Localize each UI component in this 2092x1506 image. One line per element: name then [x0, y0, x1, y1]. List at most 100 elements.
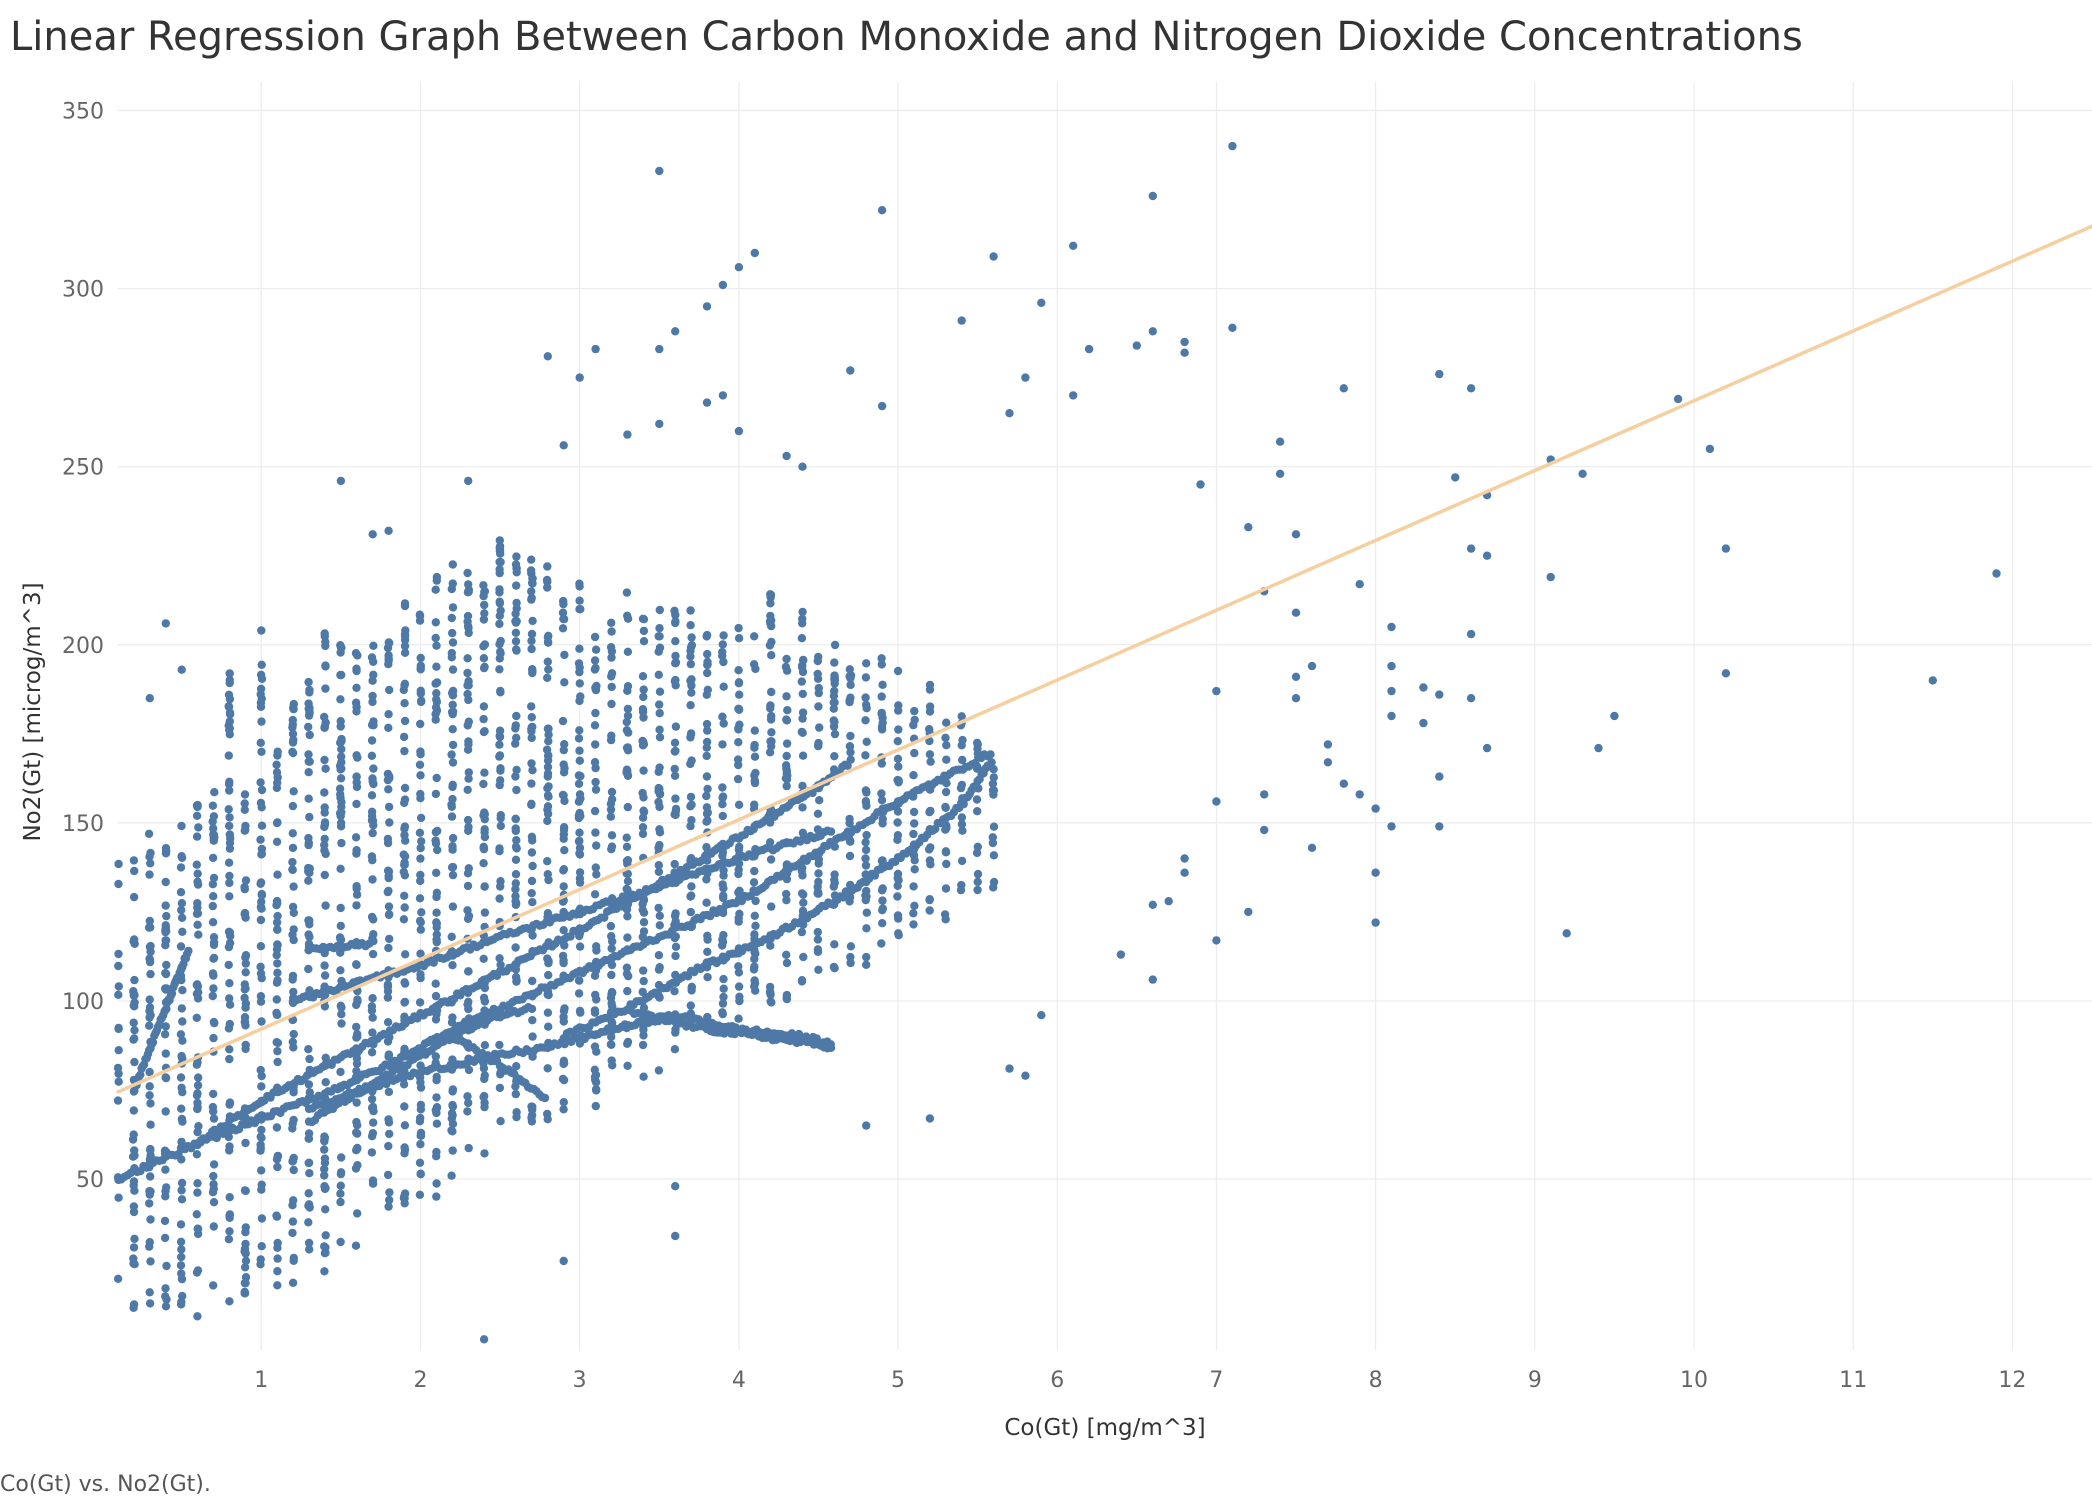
data-point	[176, 863, 186, 872]
data-point	[703, 726, 712, 735]
data-point	[973, 885, 982, 895]
data-point	[193, 1104, 202, 1114]
data-point	[1275, 469, 1285, 478]
data-point	[511, 721, 520, 730]
data-point	[623, 912, 632, 921]
data-point	[416, 1113, 425, 1123]
data-point	[797, 677, 806, 686]
data-point	[431, 1052, 440, 1061]
data-point	[192, 1150, 202, 1159]
data-point	[273, 1281, 282, 1290]
data-point	[463, 568, 472, 578]
data-point	[877, 886, 887, 895]
data-point	[845, 696, 854, 705]
data-point	[368, 691, 377, 701]
data-point	[1482, 551, 1492, 560]
data-point	[273, 1151, 283, 1161]
data-point	[1339, 384, 1349, 393]
data-point	[591, 763, 600, 773]
data-point	[527, 876, 537, 886]
data-point	[702, 817, 711, 826]
data-point	[177, 899, 187, 908]
data-point	[607, 627, 616, 636]
data-point	[877, 709, 886, 719]
data-point	[703, 808, 712, 817]
data-point	[273, 1038, 283, 1048]
data-point	[448, 870, 458, 880]
data-point	[1005, 409, 1014, 418]
data-point	[480, 768, 489, 777]
data-point	[257, 821, 267, 830]
data-point	[671, 942, 681, 951]
data-point	[193, 920, 202, 929]
data-point	[145, 1021, 154, 1030]
data-point	[272, 918, 282, 927]
data-point	[543, 673, 552, 682]
data-point	[655, 921, 664, 930]
data-point	[480, 908, 490, 917]
data-point	[416, 918, 425, 927]
data-point	[384, 723, 393, 732]
data-point	[257, 626, 266, 635]
data-point	[352, 1054, 362, 1063]
data-point	[385, 1195, 394, 1205]
data-point	[305, 1169, 314, 1178]
data-point	[161, 619, 170, 628]
data-point	[367, 736, 377, 745]
data-point	[909, 829, 918, 839]
data-point	[433, 826, 442, 836]
data-point	[463, 668, 472, 678]
data-point	[512, 1108, 521, 1117]
data-point	[878, 919, 887, 928]
data-point	[512, 1062, 521, 1071]
data-point	[209, 1089, 218, 1099]
data-point	[304, 833, 313, 843]
data-point	[559, 1256, 568, 1266]
chart-title: Linear Regression Graph Between Carbon M…	[10, 14, 1803, 60]
data-point	[399, 867, 408, 877]
data-point	[321, 1231, 330, 1240]
data-point	[146, 848, 155, 858]
data-point	[336, 765, 345, 774]
data-point	[367, 720, 377, 730]
data-point	[639, 1072, 648, 1081]
data-point	[416, 1131, 426, 1140]
data-point	[192, 980, 201, 990]
data-point	[225, 1019, 234, 1029]
data-point	[448, 961, 457, 970]
data-point	[192, 1013, 201, 1022]
data-point	[543, 802, 553, 811]
data-point	[320, 1249, 330, 1258]
x-tick-label: 7	[1209, 1368, 1223, 1393]
data-point	[1482, 743, 1492, 753]
data-point	[464, 737, 473, 746]
data-point	[511, 772, 520, 781]
data-point	[957, 856, 967, 866]
data-point	[337, 1019, 346, 1028]
data-point	[1673, 394, 1683, 404]
data-point	[416, 973, 425, 983]
data-point	[877, 939, 886, 948]
y-tick-label: 100	[62, 990, 104, 1015]
data-point	[607, 731, 616, 740]
data-point	[273, 1267, 282, 1276]
data-point	[385, 910, 394, 919]
data-point	[543, 870, 552, 879]
data-point	[750, 740, 759, 750]
data-point	[192, 832, 202, 841]
data-point	[559, 865, 569, 874]
data-point	[288, 1228, 297, 1238]
data-point	[575, 1006, 585, 1016]
data-point	[448, 862, 458, 872]
data-point	[575, 849, 584, 858]
data-point	[305, 868, 314, 877]
data-point	[750, 726, 759, 735]
data-point	[719, 992, 728, 1002]
data-point	[524, 1003, 533, 1012]
data-point	[447, 750, 456, 759]
data-point	[194, 823, 203, 832]
data-point	[878, 904, 887, 913]
data-point	[782, 781, 791, 791]
data-point	[177, 1051, 186, 1061]
data-point	[671, 722, 681, 731]
